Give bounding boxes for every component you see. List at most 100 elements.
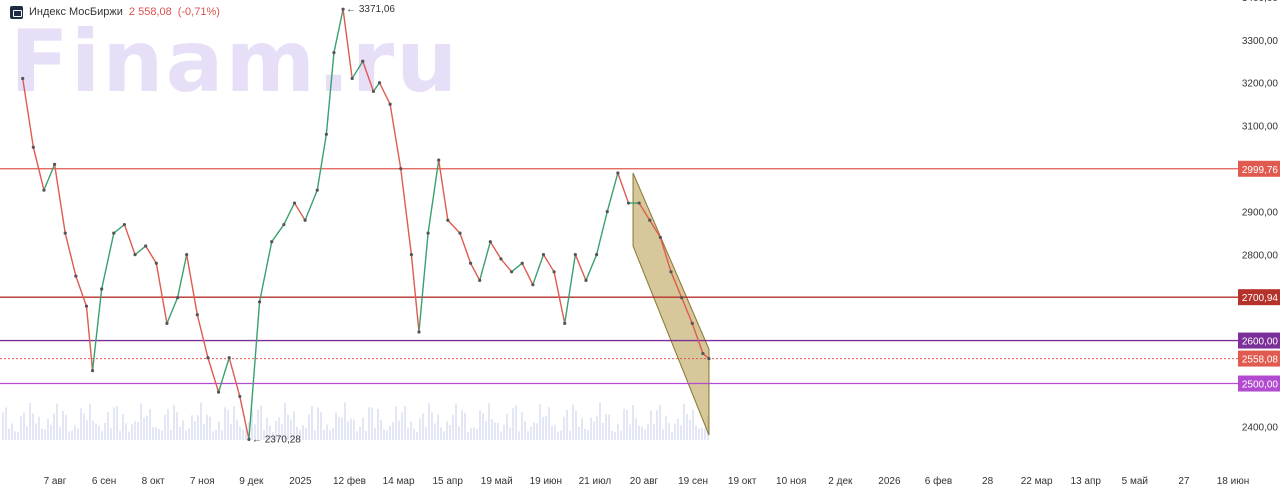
volume-bar <box>494 422 496 440</box>
volume-bar <box>218 421 220 440</box>
volume-bar <box>671 431 673 440</box>
volume-bar <box>374 427 376 440</box>
volume-bar <box>482 413 484 440</box>
volume-bar <box>674 423 676 440</box>
volume-bar <box>377 408 379 440</box>
volume-bar <box>536 423 538 440</box>
volume-bar <box>458 426 460 440</box>
volume-bar <box>407 427 409 440</box>
price-segment <box>304 189 318 221</box>
volume-bar <box>473 427 475 440</box>
price-segment <box>489 241 502 260</box>
price-point <box>541 253 546 257</box>
volume-bar <box>653 424 655 440</box>
price-point <box>227 356 231 360</box>
volume-bar <box>620 430 622 440</box>
price-point <box>488 240 492 244</box>
price-segment <box>459 232 472 264</box>
price-segment <box>553 271 566 324</box>
volume-bar <box>485 420 487 440</box>
volume-bar <box>275 420 277 440</box>
volume-bar <box>2 412 4 440</box>
price-point <box>361 59 365 63</box>
price-segment <box>166 297 179 324</box>
x-tick-label: 21 июл <box>579 476 612 487</box>
x-tick-label: 6 сен <box>92 476 116 487</box>
volume-bar <box>17 431 19 440</box>
volume-bar <box>209 416 211 440</box>
volume-bar <box>389 425 391 440</box>
volume-bar <box>206 414 208 440</box>
y-tick-label: 2800,00 <box>1242 251 1279 262</box>
volume-bar <box>44 429 46 440</box>
volume-bar <box>233 406 235 440</box>
price-point <box>144 244 148 248</box>
volume-bar <box>317 407 319 440</box>
volume-bar <box>632 405 634 440</box>
volume-bar <box>215 429 217 440</box>
price-segment <box>248 301 261 440</box>
price-segment <box>438 159 449 221</box>
volume-bar <box>515 405 517 440</box>
volume-bar <box>341 417 343 440</box>
volume-bar <box>245 428 247 440</box>
price-point <box>509 270 514 274</box>
price-point <box>417 330 421 334</box>
x-tick-label: 2025 <box>289 476 312 487</box>
price-segment <box>469 262 481 281</box>
volume-bar <box>695 425 697 440</box>
price-point <box>531 283 535 287</box>
price-segment <box>447 219 461 234</box>
price-point <box>100 287 104 291</box>
x-tick-label: 28 <box>982 476 994 487</box>
volume-bar <box>590 417 592 440</box>
volume-bar <box>527 431 529 440</box>
x-tick-label: 5 май <box>1122 476 1148 487</box>
volume-bar <box>488 403 490 440</box>
price-segment <box>283 202 296 225</box>
price-point <box>637 201 641 205</box>
volume-bar <box>200 402 202 440</box>
volume-bar <box>305 428 307 440</box>
volume-bar <box>287 414 289 440</box>
volume-bar <box>308 414 310 440</box>
volume-bar <box>404 405 406 440</box>
price-point <box>573 253 577 257</box>
volume-bar <box>416 431 418 440</box>
volume-bar <box>134 421 136 440</box>
price-point <box>31 145 35 149</box>
volume-bar <box>230 423 232 440</box>
price-point <box>282 222 286 227</box>
symbol-name[interactable]: Индекс МосБиржи <box>29 6 123 18</box>
volume-bar <box>26 426 28 440</box>
y-tick-label: 2400,00 <box>1242 423 1279 434</box>
volume-bar <box>509 427 511 440</box>
volume-bar <box>29 403 31 440</box>
level-label: 2600,00 <box>1242 337 1279 348</box>
price-segment <box>649 219 661 238</box>
volume-bar <box>638 425 640 440</box>
volume-bar <box>467 431 469 440</box>
volume-bar <box>113 407 115 440</box>
level-tag <box>1238 332 1280 349</box>
volume-bar <box>284 402 286 440</box>
volume-bar <box>83 413 85 440</box>
volume-bar <box>383 429 385 440</box>
price-point <box>426 231 430 235</box>
price-point <box>377 81 382 85</box>
price-segment <box>145 245 157 264</box>
price-segment <box>606 172 619 212</box>
price-point <box>563 321 567 325</box>
price-segment <box>217 357 230 393</box>
price-segment <box>100 232 115 290</box>
volume-bar <box>548 407 550 440</box>
level-tag <box>1238 375 1280 392</box>
x-tick-label: 19 сен <box>678 476 708 487</box>
volume-bar <box>365 431 367 440</box>
price-segment <box>75 275 88 307</box>
volume-bar <box>629 424 631 440</box>
volume-bar <box>344 402 346 440</box>
volume-bar <box>293 411 295 440</box>
volume-bar <box>80 408 82 440</box>
